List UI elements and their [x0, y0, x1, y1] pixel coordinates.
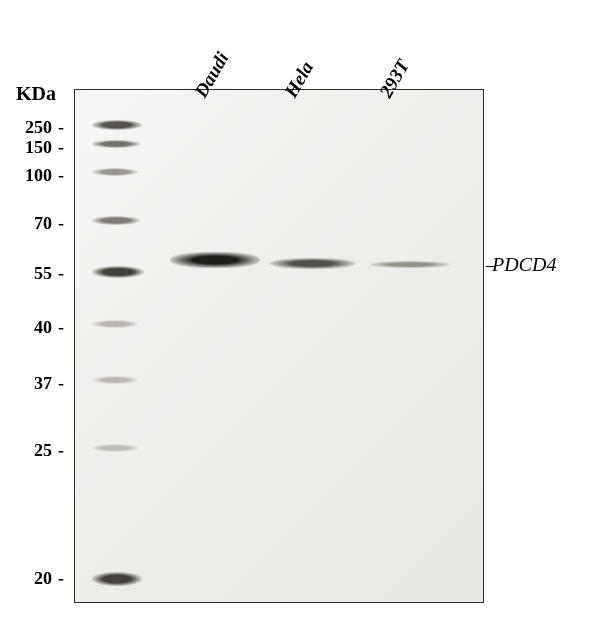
unit-label: KDa: [16, 83, 56, 106]
ladder-band: [92, 168, 138, 176]
ladder-band: [92, 140, 140, 148]
ladder-label: 55: [12, 263, 52, 284]
ladder-band: [92, 572, 142, 586]
ladder-tick: -: [58, 568, 64, 589]
ladder-band: [92, 320, 138, 328]
ladder-tick: -: [58, 373, 64, 394]
ladder-label: 150: [12, 137, 52, 158]
sample-band: [170, 252, 260, 268]
ladder-tick: -: [58, 440, 64, 461]
blot-figure: KDa – PDCD4 250-150-100-70-55-40-37-25-2…: [0, 0, 598, 621]
ladder-tick: -: [58, 213, 64, 234]
protein-label: PDCD4: [492, 254, 556, 277]
ladder-band: [92, 120, 142, 130]
ladder-band: [92, 216, 140, 225]
ladder-tick: -: [58, 137, 64, 158]
ladder-tick: -: [58, 317, 64, 338]
ladder-band: [92, 266, 144, 278]
blot-membrane: [74, 89, 484, 603]
ladder-label: 25: [12, 440, 52, 461]
ladder-tick: -: [58, 165, 64, 186]
ladder-label: 37: [12, 373, 52, 394]
ladder-band: [92, 376, 138, 384]
ladder-label: 250: [12, 117, 52, 138]
ladder-label: 70: [12, 213, 52, 234]
ladder-label: 100: [12, 165, 52, 186]
ladder-label: 40: [12, 317, 52, 338]
sample-band: [370, 261, 450, 268]
ladder-tick: -: [58, 263, 64, 284]
sample-band: [270, 258, 355, 269]
ladder-tick: -: [58, 117, 64, 138]
ladder-band: [92, 444, 138, 452]
ladder-label: 20: [12, 568, 52, 589]
